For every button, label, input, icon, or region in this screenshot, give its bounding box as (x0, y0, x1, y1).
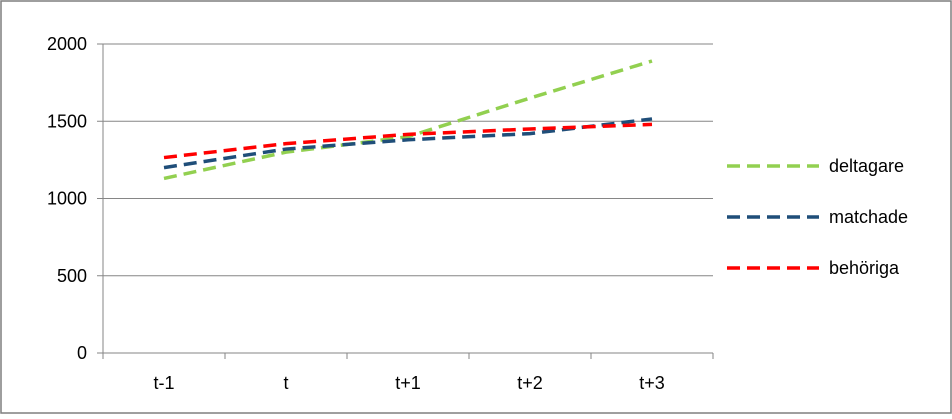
x-tick-label: t+3 (639, 373, 665, 393)
legend-label-matchade: matchade (829, 207, 908, 227)
x-tick-label: t (283, 373, 288, 393)
x-tick-label: t+1 (395, 373, 421, 393)
y-tick-label: 500 (57, 266, 87, 286)
axes: 0 500 1000 1500 2000 t-1 t t+1 t+2 t+3 (47, 34, 714, 393)
legend-label-deltagare: deltagare (829, 156, 904, 176)
y-tick-label: 2000 (47, 34, 87, 54)
series-line-behöriga (163, 122, 653, 160)
series-line-deltagare (163, 59, 653, 181)
gridlines (103, 43, 713, 277)
y-tick-label: 1500 (47, 111, 87, 131)
x-tick-label: t-1 (153, 373, 174, 393)
series-lines (163, 59, 653, 181)
y-tick-label: 1000 (47, 189, 87, 209)
legend-label-behöriga: behöriga (829, 258, 900, 278)
legend: deltagare matchade behöriga (727, 156, 908, 278)
y-tick-label: 0 (77, 343, 87, 363)
x-tick-label: t+2 (517, 373, 543, 393)
